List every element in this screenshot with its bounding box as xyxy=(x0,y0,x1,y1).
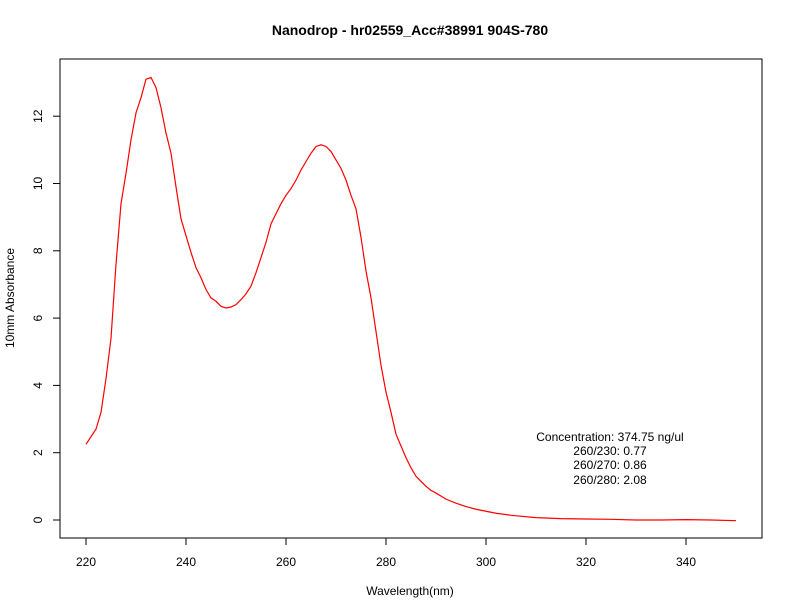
y-tick-label: 6 xyxy=(31,314,45,321)
chart-title: Nanodrop - hr02559_Acc#38991 904S-780 xyxy=(272,22,548,38)
x-axis-label: Wavelength(nm) xyxy=(366,584,454,598)
annotation-ratio-260-270: 260/270: 0.86 xyxy=(573,458,647,472)
y-tick-label: 12 xyxy=(31,109,45,123)
annotation-concentration: Concentration: 374.75 ng/ul xyxy=(536,430,683,444)
x-tick-label: 220 xyxy=(76,555,96,569)
x-tick-label: 300 xyxy=(476,555,496,569)
y-tick-label: 10 xyxy=(31,177,45,191)
x-tick-label: 280 xyxy=(376,555,396,569)
annotation-ratio-260-280: 260/280: 2.08 xyxy=(573,473,647,487)
annotation-ratio-260-230: 260/230: 0.77 xyxy=(573,444,647,458)
x-tick-label: 240 xyxy=(176,555,196,569)
annotation-block: Concentration: 374.75 ng/ul 260/230: 0.7… xyxy=(536,430,683,487)
y-tick-label: 4 xyxy=(31,382,45,389)
series-line-absorbance xyxy=(85,76,737,522)
y-tick-label: 2 xyxy=(31,449,45,456)
y-axis-label: 10mm Absorbance xyxy=(3,248,17,348)
y-tick-label: 8 xyxy=(31,247,45,254)
x-tick-label: 320 xyxy=(576,555,596,569)
x-tick-label: 260 xyxy=(276,555,296,569)
y-tick-label: 0 xyxy=(31,516,45,523)
x-axis: 220 240 260 280 300 320 340 xyxy=(76,537,696,569)
y-axis: 0 2 4 6 8 10 12 xyxy=(31,109,61,523)
x-tick-label: 340 xyxy=(676,555,696,569)
